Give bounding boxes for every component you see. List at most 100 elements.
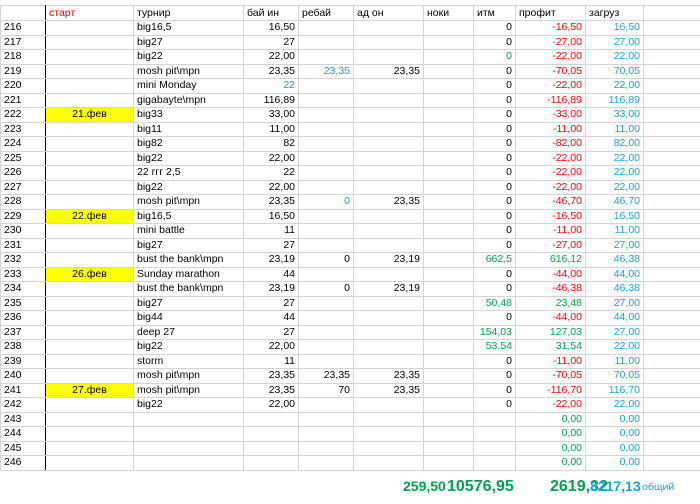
cell <box>424 427 474 442</box>
cell <box>299 180 354 195</box>
cell: -70,05 <box>516 369 586 384</box>
cell: 11,00 <box>586 122 644 137</box>
cell <box>424 282 474 297</box>
cell <box>46 325 134 340</box>
cell <box>134 456 244 471</box>
cell: 22 <box>244 166 299 181</box>
cell <box>46 50 134 65</box>
cell: mini battle <box>134 224 244 239</box>
cell: 70,05 <box>586 369 644 384</box>
cell: -16,50 <box>516 21 586 36</box>
cell: 23,35 <box>354 64 424 79</box>
cell <box>354 209 424 224</box>
cell: 223 <box>1 122 46 137</box>
cell: -44,00 <box>516 267 586 282</box>
cell <box>644 79 700 94</box>
cell: 70,05 <box>586 64 644 79</box>
cell: -70,05 <box>516 64 586 79</box>
cell <box>354 93 424 108</box>
header-cell: турнир <box>134 6 244 21</box>
cell: 219 <box>1 64 46 79</box>
cell: 232 <box>1 253 46 268</box>
cell <box>424 253 474 268</box>
cell <box>46 238 134 253</box>
cell: big82 <box>134 137 244 152</box>
cell <box>299 354 354 369</box>
cell <box>46 64 134 79</box>
cell <box>644 456 700 471</box>
cell: 21.фев <box>46 108 134 123</box>
cell: 22,00 <box>586 79 644 94</box>
cell <box>644 354 700 369</box>
cell: 27 <box>244 296 299 311</box>
header-cell: ад он <box>354 6 424 21</box>
total-value: 8217,13 <box>590 478 641 494</box>
cell: 0 <box>474 180 516 195</box>
cell <box>474 441 516 456</box>
cell <box>46 79 134 94</box>
cell <box>644 166 700 181</box>
cell: 23,35 <box>354 195 424 210</box>
cell: 23,35 <box>299 64 354 79</box>
cell <box>244 441 299 456</box>
cell: 11,00 <box>244 122 299 137</box>
header-cell <box>1 6 46 21</box>
cell <box>424 79 474 94</box>
cell: 22 ггг 2,5 <box>134 166 244 181</box>
cell <box>46 427 134 442</box>
cell <box>354 35 424 50</box>
cell: 33,00 <box>586 108 644 123</box>
cell: deep 27 <box>134 325 244 340</box>
cell: -16,50 <box>516 209 586 224</box>
cell <box>644 267 700 282</box>
cell <box>354 311 424 326</box>
cell <box>46 354 134 369</box>
cell <box>299 340 354 355</box>
cell <box>354 340 424 355</box>
cell <box>46 398 134 413</box>
cell <box>424 180 474 195</box>
cell: 11,00 <box>586 354 644 369</box>
cell: 23,19 <box>354 253 424 268</box>
cell <box>644 137 700 152</box>
cell: 227 <box>1 180 46 195</box>
cell <box>46 166 134 181</box>
cell <box>644 383 700 398</box>
cell <box>354 456 424 471</box>
cell: mosh pit\mpn <box>134 383 244 398</box>
cell <box>134 412 244 427</box>
cell: 0,00 <box>516 441 586 456</box>
cell <box>46 340 134 355</box>
cell <box>134 441 244 456</box>
cell: 233 <box>1 267 46 282</box>
cell: 241 <box>1 383 46 398</box>
cell: 23,19 <box>354 282 424 297</box>
cell <box>299 50 354 65</box>
cell <box>299 238 354 253</box>
cell <box>299 427 354 442</box>
cell: 16,50 <box>586 209 644 224</box>
cell: 0 <box>474 224 516 239</box>
cell: 27 <box>244 35 299 50</box>
cell: -116,70 <box>516 383 586 398</box>
cell: 0 <box>474 151 516 166</box>
cell: 616,12 <box>516 253 586 268</box>
cell <box>299 325 354 340</box>
cell <box>46 253 134 268</box>
cell: 22,00 <box>244 340 299 355</box>
cell <box>354 108 424 123</box>
cell: 44,00 <box>586 267 644 282</box>
cell: 70 <box>299 383 354 398</box>
cell: 0 <box>474 311 516 326</box>
cell <box>424 50 474 65</box>
cell <box>354 325 424 340</box>
cell: big22 <box>134 340 244 355</box>
cell <box>424 195 474 210</box>
